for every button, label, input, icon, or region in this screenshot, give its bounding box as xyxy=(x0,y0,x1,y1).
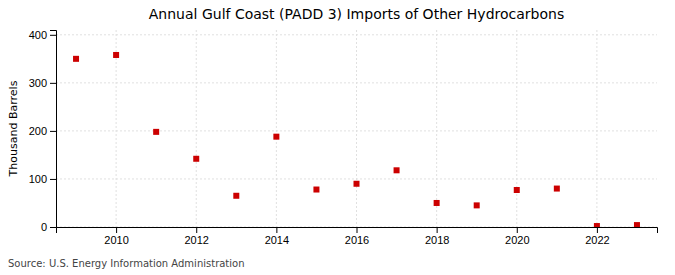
point xyxy=(233,193,239,199)
x-tick: 2022 xyxy=(585,227,609,246)
y-tick-label: 100 xyxy=(29,173,47,185)
grid-line-x xyxy=(596,30,597,227)
y-tick-label: 300 xyxy=(29,77,47,89)
point xyxy=(634,222,640,227)
y-tick-label: 400 xyxy=(29,29,47,41)
x-tick-label: 2012 xyxy=(184,234,208,246)
x-tick-label: 2014 xyxy=(265,234,289,246)
point xyxy=(113,52,119,58)
point xyxy=(193,156,199,162)
y-tick-label: 0 xyxy=(41,221,47,233)
point xyxy=(153,129,159,135)
x-axis-line xyxy=(57,228,658,234)
point xyxy=(554,186,560,192)
x-tick-label: 2022 xyxy=(585,234,609,246)
grid-line-x xyxy=(356,30,357,227)
y-tick: 100 xyxy=(29,173,56,185)
x-tick: 2012 xyxy=(184,227,208,246)
x-tick-label: 2010 xyxy=(104,234,128,246)
x-tick: 2014 xyxy=(265,227,289,246)
x-tick-label: 2016 xyxy=(345,234,369,246)
x-tick-label: 2018 xyxy=(425,234,449,246)
grid-line-x xyxy=(436,30,437,227)
y-axis: 0 100 200 300 400 xyxy=(29,29,57,233)
x-tick: 2018 xyxy=(425,227,449,246)
points xyxy=(73,52,640,227)
y-tick: 400 xyxy=(29,29,56,41)
y-tick-mark xyxy=(50,179,56,180)
point xyxy=(354,181,360,187)
point xyxy=(273,134,279,140)
y-tick-mark xyxy=(50,35,56,36)
point xyxy=(514,187,520,193)
point xyxy=(434,200,440,206)
y-tick-mark xyxy=(50,131,56,132)
x-tick: 2016 xyxy=(345,227,369,246)
x-tick-mark xyxy=(276,227,277,233)
y-tick-mark xyxy=(50,227,56,228)
plot-area: 2010 2012 2014 2016 2018 2020 2022 0 100 200 300 40… xyxy=(29,29,658,246)
chart: 2010 2012 2014 2016 2018 2020 2022 0 100 200 300 40… xyxy=(0,0,675,275)
grid-line-x xyxy=(196,30,197,227)
x-tick-label: 2020 xyxy=(505,234,529,246)
x-tick-mark xyxy=(437,227,438,233)
x-tick: 2020 xyxy=(505,227,529,246)
x-tick: 2010 xyxy=(104,227,128,246)
y-tick-label: 200 xyxy=(29,125,47,137)
x-tick-mark xyxy=(597,227,598,233)
y-axis-line xyxy=(50,31,57,228)
x-tick-mark xyxy=(517,227,518,233)
grid-line-x xyxy=(516,30,517,227)
grid-line-x xyxy=(116,30,117,227)
point xyxy=(313,187,319,193)
grid xyxy=(56,30,657,227)
y-tick: 0 xyxy=(41,221,56,233)
point xyxy=(73,56,79,62)
grid-line-x xyxy=(276,30,277,227)
title: Annual Gulf Coast (PADD 3) Imports of Ot… xyxy=(149,6,564,22)
y-axis-label: Thousand Barrels xyxy=(7,80,20,177)
point xyxy=(594,223,600,227)
x-tick-mark xyxy=(357,227,358,233)
point xyxy=(474,202,480,208)
source-note: Source: U.S. Energy Information Administ… xyxy=(8,258,245,269)
point xyxy=(394,167,400,173)
x-axis: 2010 2012 2014 2016 2018 2020 2022 xyxy=(57,227,658,246)
y-tick: 200 xyxy=(29,125,56,137)
x-tick-mark xyxy=(116,227,117,233)
y-tick-mark xyxy=(50,83,56,84)
x-tick-mark xyxy=(196,227,197,233)
y-tick: 300 xyxy=(29,77,56,89)
